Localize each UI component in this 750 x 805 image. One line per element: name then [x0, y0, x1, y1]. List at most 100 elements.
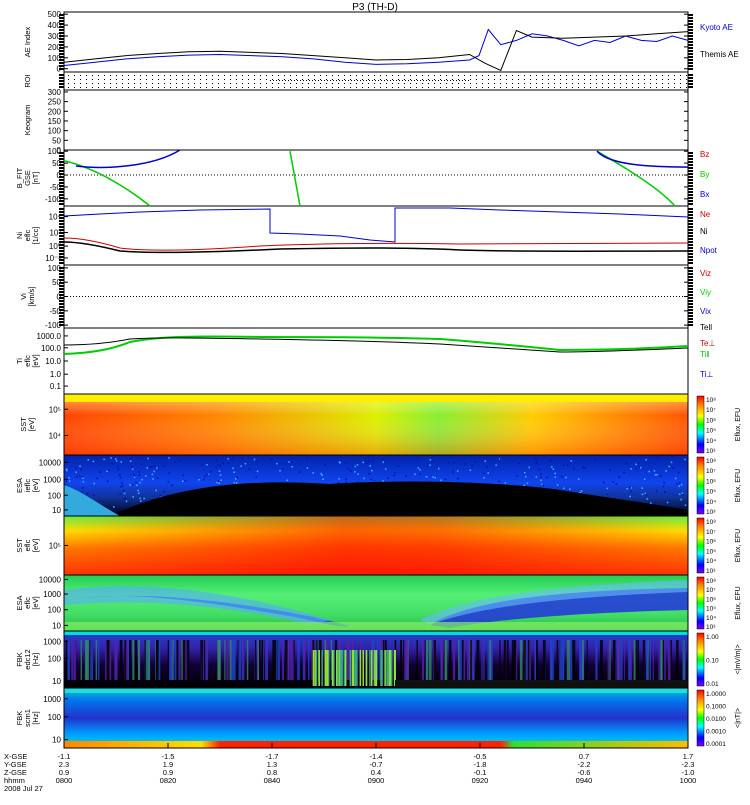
roi-dot: [152, 83, 153, 84]
roi-dot: [668, 83, 669, 84]
panel-label: GSE: [23, 170, 32, 186]
eph-row-label-1: Y-GSE: [4, 760, 27, 769]
esa1-speckle: [650, 502, 652, 504]
colorbar-2: [696, 517, 705, 574]
esa1-speckle: [474, 461, 476, 463]
roi-dot: [500, 79, 501, 80]
ti-tell-trace: [63, 337, 689, 353]
y-tick-label: 100: [48, 606, 62, 615]
fbk1-stripe: [138, 640, 140, 680]
roi-dot: [194, 83, 195, 84]
fbk1-wave-burst: [321, 650, 323, 686]
esa1-speckle: [68, 480, 71, 482]
roi-dot: [482, 75, 483, 76]
fbk1-stripe: [658, 640, 661, 680]
esa1-speckle: [563, 464, 565, 466]
eph-t-3: 0900: [368, 776, 385, 785]
fbk1-stripe: [167, 640, 170, 680]
eph-x-2: -1.7: [266, 752, 279, 761]
roi-dot: [518, 83, 519, 84]
esa1-speckle: [534, 458, 537, 460]
esa1-speckle: [93, 494, 95, 496]
esa1-speckle: [87, 459, 89, 461]
esa1-speckle: [356, 464, 359, 466]
esa1-speckle: [645, 458, 647, 461]
edge-tick-left: [59, 294, 64, 296]
roi-dot: [686, 87, 687, 88]
roi-dot: [324, 80, 325, 81]
edge-tick-right: [688, 53, 693, 55]
edge-tick-right: [688, 47, 693, 49]
esa1-speckle: [549, 459, 551, 461]
roi-dot: [468, 80, 469, 81]
roi-dot: [80, 87, 81, 88]
esa1-speckle: [487, 472, 489, 474]
roi-dot: [98, 87, 99, 88]
y-tick-label: 250: [48, 98, 62, 107]
esa1-speckle: [679, 482, 681, 484]
roi-dot: [408, 80, 409, 81]
roi-dot: [494, 79, 495, 80]
fbk1-wave-burst: [362, 650, 364, 686]
edge-tick-left: [59, 217, 64, 219]
esa1-speckle: [656, 457, 659, 459]
roi-dot: [548, 83, 549, 84]
edge-tick-right: [688, 306, 693, 308]
esa1-speckle: [256, 470, 259, 473]
roi-dot: [290, 79, 291, 80]
fbk1-stripe: [232, 640, 236, 680]
fbk1-stripe: [400, 640, 402, 680]
esa1-speckle: [635, 467, 637, 470]
edge-tick-right: [688, 232, 693, 234]
y-tick-label: 10: [52, 677, 61, 686]
eph-x-5: 0.7: [579, 752, 589, 761]
roi-dot: [308, 79, 309, 80]
fbk1-stripe: [489, 640, 493, 680]
y-tick-label: 0: [57, 171, 62, 180]
edge-tick-left: [59, 256, 64, 258]
edge-tick-left: [59, 321, 64, 323]
esa1-speckle: [236, 482, 238, 484]
panel-frame-3: [63, 149, 689, 207]
colorbar-label-4: <|mV/m|>: [735, 644, 742, 674]
colorbar-tick-1: 10³: [706, 509, 716, 516]
edge-tick-right: [688, 191, 693, 193]
roi-dot: [134, 75, 135, 76]
edge-tick-right: [688, 297, 693, 299]
fbk1-stripe: [609, 640, 611, 680]
esa1-speckle: [603, 481, 605, 484]
colorbar-0: [696, 395, 705, 454]
eph-z-3: 0.4: [371, 768, 381, 777]
esa1-speckle: [227, 462, 230, 464]
fbk1-stripe: [445, 640, 448, 680]
roi-dot: [284, 87, 285, 88]
edge-tick-right: [688, 321, 693, 323]
fbk1-wave-burst: [343, 650, 346, 686]
fbk1-stripe: [471, 640, 474, 680]
y-tick-label: 10: [52, 736, 61, 745]
edge-tick-right: [688, 324, 693, 326]
edge-tick-left: [59, 194, 64, 196]
esa1-speckle: [218, 470, 221, 472]
fbk1-stripe: [542, 640, 546, 680]
roi-dot: [326, 75, 327, 76]
esa1-speckle: [82, 487, 84, 489]
roi-dot: [458, 87, 459, 88]
fbk1-stripe: [229, 640, 232, 680]
fbk1-wave-burst: [325, 650, 327, 686]
panel-label: Ti: [15, 358, 24, 364]
roi-dot: [554, 79, 555, 80]
fbk1-stripe: [458, 640, 460, 680]
fbk1-stripe: [549, 640, 553, 680]
roi-dot: [429, 80, 430, 81]
roi-dot: [170, 75, 171, 76]
roi-dot: [416, 83, 417, 84]
roi-dot: [248, 83, 249, 84]
fbk1-stripe: [281, 640, 284, 680]
eph-row-label-3: hhmm: [4, 776, 25, 785]
edge-tick-left: [59, 241, 64, 243]
edge-tick-right: [688, 267, 693, 269]
colorbar-tick-5: 0.1000: [706, 704, 726, 711]
roi-dot: [524, 83, 525, 84]
esa1-speckle: [674, 477, 677, 480]
